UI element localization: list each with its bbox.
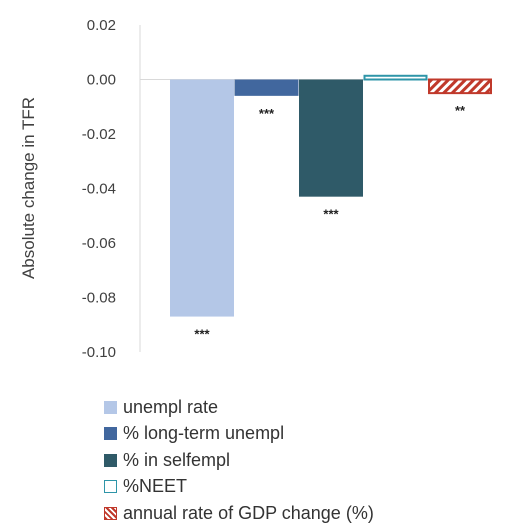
y-tick-label: 0.00 (87, 72, 116, 89)
legend: unempl rate % long-term unempl % in selfem… (104, 394, 374, 527)
legend-label: unempl rate (123, 396, 219, 417)
y-tick-label: 0.02 (87, 17, 116, 34)
bar (170, 79, 234, 317)
legend-swatch (104, 506, 117, 520)
y-tick-label: -0.04 (82, 181, 116, 198)
legend-label: % long-term unempl (123, 423, 285, 444)
significance-label: *** (323, 207, 339, 222)
legend-item: %NEET (104, 474, 374, 501)
legend-swatch (104, 427, 117, 441)
legend-item: unempl rate (104, 394, 374, 421)
legend-label: % in selfempl (123, 449, 231, 470)
significance-label: *** (259, 106, 275, 121)
y-axis-label: Absolute change in TFR (19, 97, 38, 279)
legend-swatch (104, 480, 117, 494)
legend-label: annual rate of GDP change (%) (123, 502, 374, 523)
y-tick-label: -0.02 (82, 126, 116, 143)
y-tick-label: -0.08 (82, 290, 116, 307)
y-tick-label: -0.10 (82, 344, 116, 361)
legend-item: % in selfempl (104, 447, 374, 474)
legend-swatch (104, 453, 117, 467)
legend-item: % long-term unempl (104, 421, 374, 448)
bars (170, 74, 492, 317)
y-tick-labels: 0.02 0.00 -0.02 -0.04 -0.06 -0.08 -0.10 (82, 17, 116, 361)
significance-label: ** (455, 103, 466, 118)
bar (234, 79, 299, 96)
significance-label: *** (194, 327, 210, 342)
legend-item: annual rate of GDP change (%) (104, 500, 374, 527)
y-tick-label: -0.06 (82, 235, 116, 252)
bar (428, 78, 492, 95)
legend-label: %NEET (123, 476, 188, 497)
significance-labels: *********** (194, 103, 466, 341)
bar (299, 79, 363, 197)
bar (363, 74, 428, 81)
bar-chart: 0.020.00-0.02-0.04-0.06-0.08-0.10 ******… (19, 17, 492, 361)
legend-swatch (104, 400, 117, 414)
